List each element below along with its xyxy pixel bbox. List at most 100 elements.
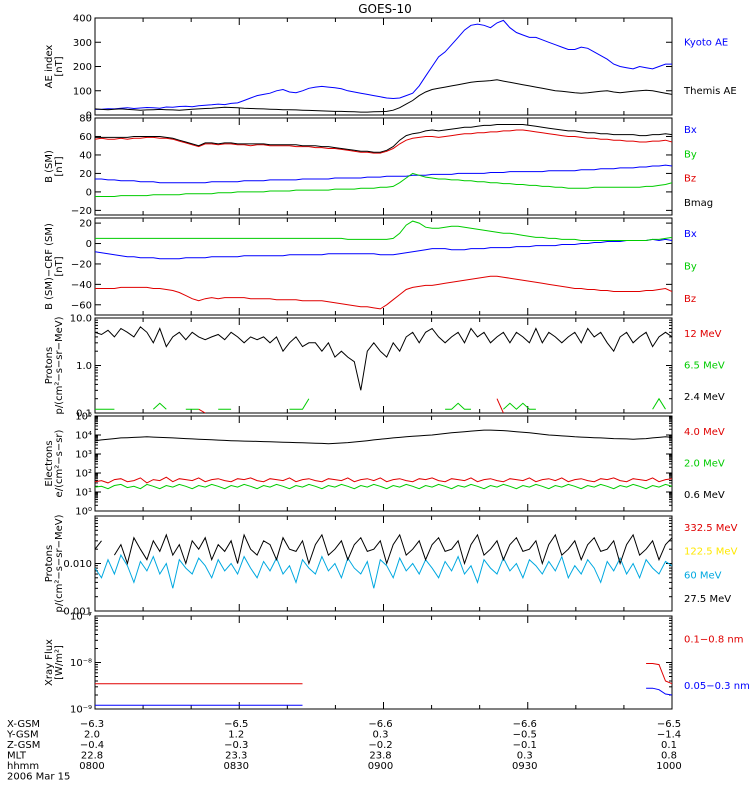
ephemeris-value: 0.3 [373,730,389,741]
y-tick-label: 60 [79,132,92,143]
ephemeris-value: 0800 [79,761,104,772]
y-axis-label: Protons [44,545,55,582]
y-axis-label: B (SM) [44,150,55,183]
y-axis-unit: [nT] [54,56,65,76]
y-tick-label: 300 [73,38,92,49]
y-tick-label: 1.0 [76,361,92,372]
y-tick-label: 10³ [75,450,92,461]
legend-label: 0.6 MeV [684,490,725,501]
y-tick-label: 20 [79,169,92,180]
y-tick-label: −60 [71,300,92,311]
y-tick-label: 10⁰ [75,507,92,518]
y-tick-label: 10⁵ [75,412,92,423]
ephemeris-label: X-GSM [7,719,40,730]
series-line [95,397,666,410]
ephemeris-value: 0930 [512,761,537,772]
legend-label: Themis AE [683,86,737,97]
ephemeris-value: 23.3 [225,751,247,762]
legend-label: 122.5 MeV [684,547,738,558]
ephemeris-value: 0.1 [661,740,677,751]
y-tick-label: 200 [73,62,92,73]
y-axis-unit: [nT] [54,156,65,176]
series-line [95,483,672,490]
ephemeris-label: hhmm [7,761,39,772]
y-tick-label: 20 [79,219,92,230]
panel-3: −60 −40 −20 0 20 B (SM)−CRF (SM) [nT] Bx By Bz [44,217,697,316]
series-line [95,476,672,484]
ephemeris-value: −6.3 [80,719,104,730]
y-axis-label: Protons [44,347,55,384]
panel-1: 0 100 200 300 400 AE index [nT] Kyoto AE Themis … [44,14,737,122]
panel-7: 10⁻⁹ 10⁻⁸ 10⁻⁷ Xray Flux [W/m²] 0.1−0.8 nm 0.0… [44,612,750,716]
ephemeris-label: MLT [7,751,27,762]
y-tick-label: 0.001 [63,607,92,618]
legend-label: 332.5 MeV [684,523,738,534]
y-tick-label: 0 [86,187,92,198]
legend-label: 6.5 MeV [684,361,725,372]
legend-label: 2.4 MeV [684,392,725,403]
ephemeris-value: 1000 [656,761,681,772]
ephemeris-value: 2.0 [84,730,100,741]
ephemeris-value: 0830 [224,761,249,772]
y-tick-label: 0.010 [63,559,92,570]
y-tick-label: 40 [79,150,92,161]
series-line [95,663,672,685]
y-tick-label: 0 [86,111,92,122]
panel-frame [94,615,673,710]
legend-label: Bz [684,174,696,185]
series-line [95,687,672,706]
y-tick-label: 10⁻⁷ [70,612,92,623]
legend-label: 27.5 MeV [684,594,731,605]
panel-6: 0.001 0.010 Protons p/(cm²−s−sr−MeV) 332.5 M… [44,514,738,617]
y-tick-label: −20 [71,259,92,270]
legend-label: Kyoto AE [684,37,728,48]
y-axis-unit: [nT] [54,256,65,276]
series-line [95,164,672,184]
panel-4: 0.1 1.0 10.0 Protons p/(cm²−s−sr−MeV) 12 MeV 6… [44,314,725,420]
y-tick-label: 10⁻⁹ [70,705,92,716]
legend-label: Bmag [684,198,713,209]
legend-label: 60 MeV [684,570,722,581]
legend-label: 0.1−0.8 nm [684,634,743,645]
y-axis-unit: [W/m²] [54,645,65,680]
series-line [95,129,672,154]
ephemeris-value: 22.8 [81,751,103,762]
series-line [95,79,672,113]
ephemeris-value: −6.5 [657,719,681,730]
ephemeris-value: 0.3 [517,751,533,762]
legend-label: 12 MeV [684,329,722,340]
series-line [198,398,504,413]
series-line [95,429,672,445]
panel-frame [94,415,673,512]
ephemeris-value: 23.8 [369,751,391,762]
ephemeris-value: −6.5 [224,719,248,730]
y-axis-label: B (SM)−CRF (SM) [44,223,55,310]
ephemeris-value: −0.3 [224,740,248,751]
series-line [95,238,672,260]
y-axis-label: Electrons [44,440,55,486]
ephemeris-value: −1.4 [657,730,681,741]
panel-2: −20 0 20 40 60 80 B (SM) [nT] Bx By Bz Bmag [44,114,713,217]
legend-label: 0.05−0.3 nm [684,681,750,692]
series-line [95,275,672,310]
y-tick-label: −40 [71,280,92,291]
series-line [95,326,672,391]
y-tick-label: 10¹ [75,488,92,499]
date-label: 2006 Mar 15 [7,772,70,783]
y-axis-label: Xray Flux [44,639,55,686]
y-tick-label: 0.1 [76,409,92,420]
y-tick-label: 10² [75,469,92,480]
legend-label: 2.0 MeV [684,459,725,470]
y-tick-label: 400 [73,14,92,25]
panel-frame [94,217,673,316]
legend-label: Bx [684,125,697,136]
ephemeris-value: 0900 [368,761,393,772]
ephemeris-value: −0.2 [368,740,392,751]
ephemeris-label: Y-GSM [6,730,39,741]
ephemeris-value: −6.6 [513,719,537,730]
legend-label: 4.0 MeV [684,427,725,438]
y-tick-label: 10⁴ [75,431,92,442]
ephemeris-value: −6.6 [368,719,392,730]
